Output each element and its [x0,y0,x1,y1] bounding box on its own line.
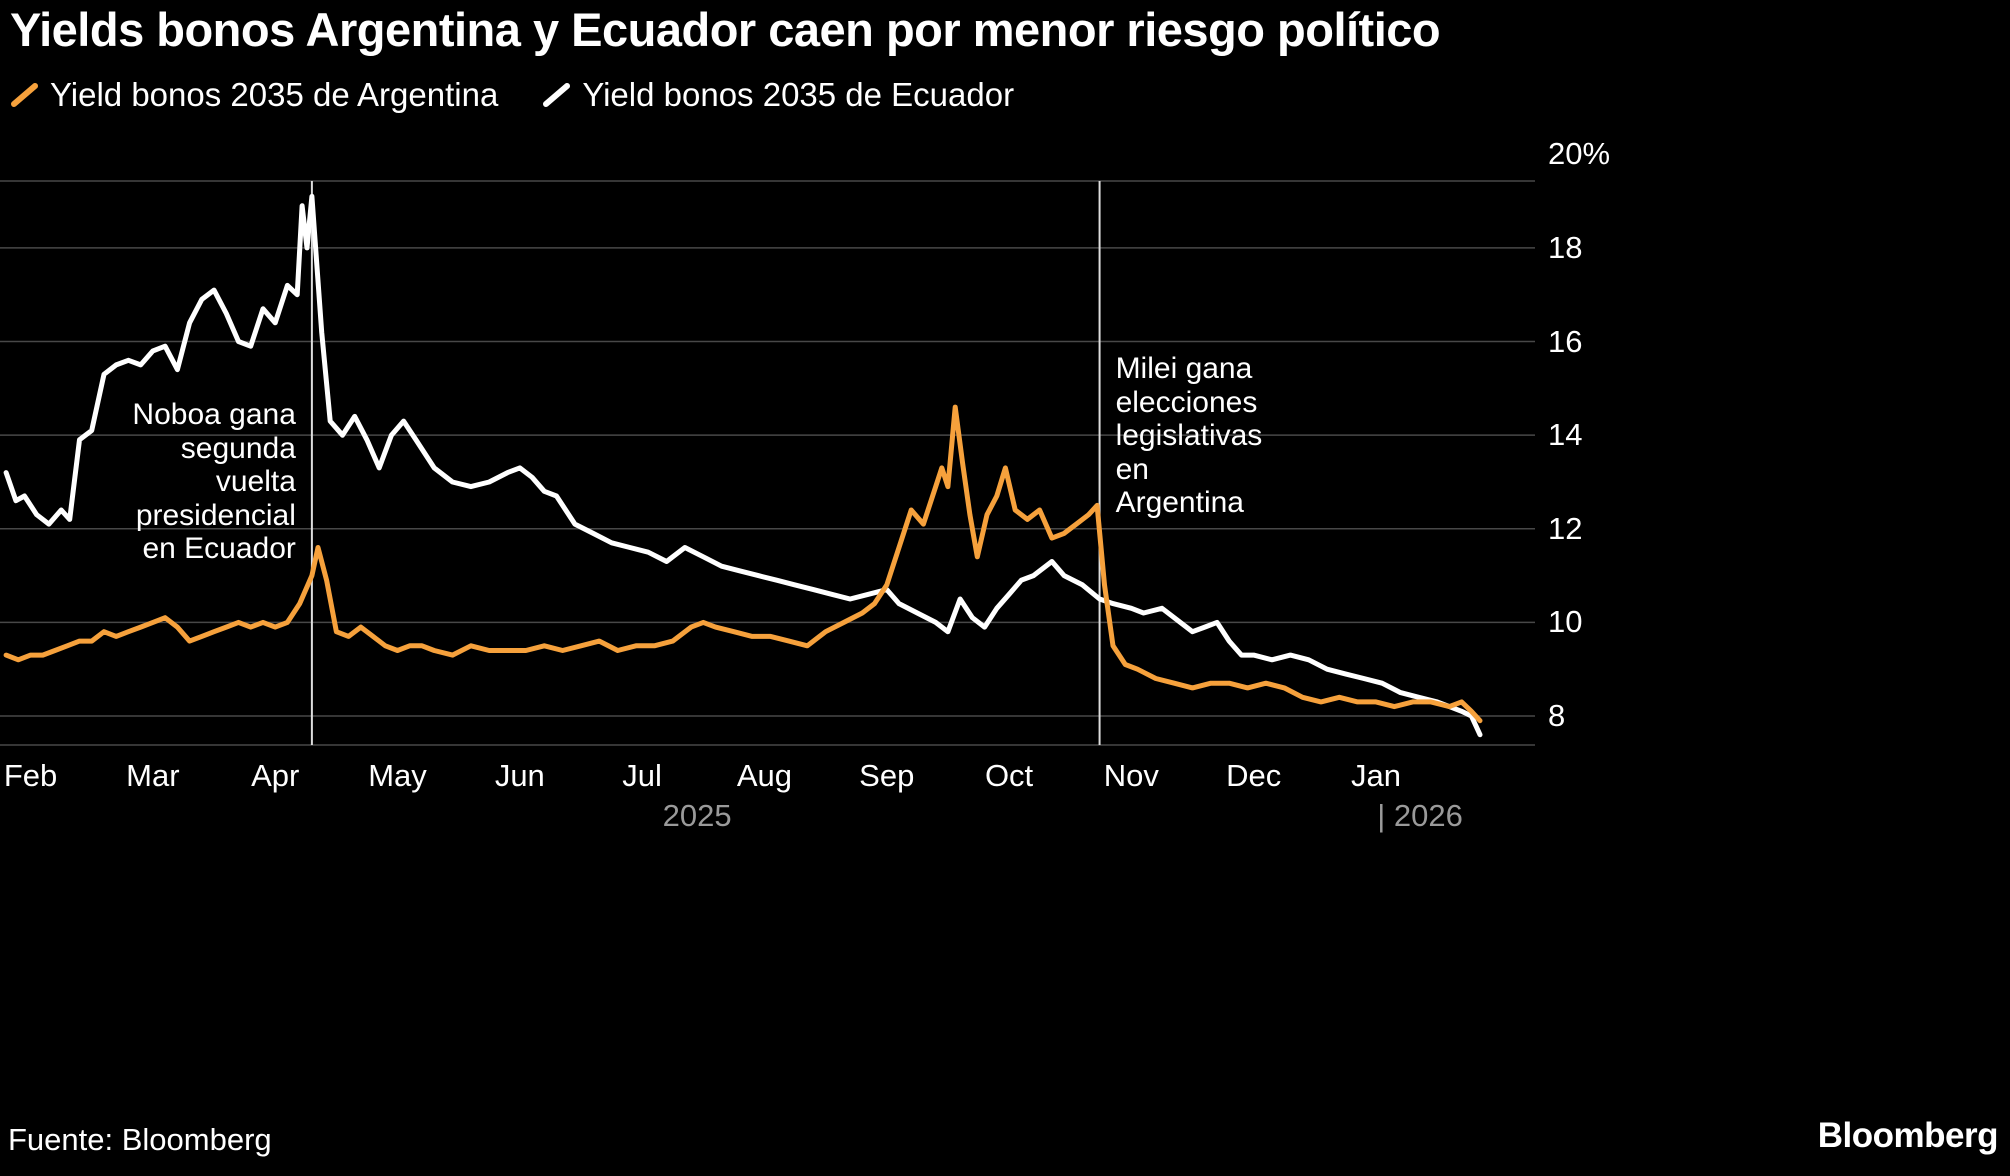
y-axis-label-14: 14 [1548,417,1583,453]
y-axis-label-20: 20% [1548,136,1611,172]
year-label-2026: | 2026 [1377,798,1463,833]
x-axis-label-jul: Jul [622,758,662,793]
chart-title: Yields bonos Argentina y Ecuador caen po… [10,3,1441,56]
x-axis-label-apr: Apr [251,758,300,793]
event-annotation-0: Noboa gana segunda vuelta presidencial e… [132,398,296,566]
series-line-yield-bonos-2035-de-ecuador [3,193,1483,738]
x-axis-label-oct: Oct [984,758,1034,793]
x-axis-label-sep: Sep [859,758,915,793]
y-axis-label-18: 18 [1548,229,1583,265]
y-axis-label-8: 8 [1548,697,1566,733]
x-axis-label-mar: Mar [126,758,180,793]
x-axis-label-nov: Nov [1103,758,1159,793]
source-credit: Fuente: Bloomberg [8,1122,272,1157]
x-axis-label-feb: Feb [3,758,58,793]
line-swatch-icon [543,83,571,107]
y-axis-label-10: 10 [1548,604,1583,640]
x-axis-label-aug: Aug [736,758,793,793]
year-label-2025: 2025 [662,798,732,833]
y-axis-label-16: 16 [1548,323,1583,359]
x-axis-label-jun: Jun [494,758,545,793]
line-swatch-icon [11,83,38,107]
series-line-yield-bonos-2035-de-argentina [3,404,1483,724]
y-axis-label-12: 12 [1548,510,1583,546]
bloomberg-logo: Bloomberg [1817,1116,1999,1155]
legend-item-ecuador: Yield bonos 2035 de Ecuador [542,76,1014,114]
x-axis-label-jan: Jan [1350,758,1401,793]
legend: Yield bonos 2035 de Argentina Yield bono… [10,76,1014,114]
legend-item-argentina: Yield bonos 2035 de Argentina [10,76,498,114]
x-axis-label-dec: Dec [1226,758,1282,793]
legend-label-ecuador: Yield bonos 2035 de Ecuador [582,76,1015,113]
x-axis-label-may: May [368,758,427,793]
legend-label-argentina: Yield bonos 2035 de Argentina [50,76,499,113]
event-annotation-1: Milei gana elecciones legislativas en Ar… [1115,352,1263,520]
